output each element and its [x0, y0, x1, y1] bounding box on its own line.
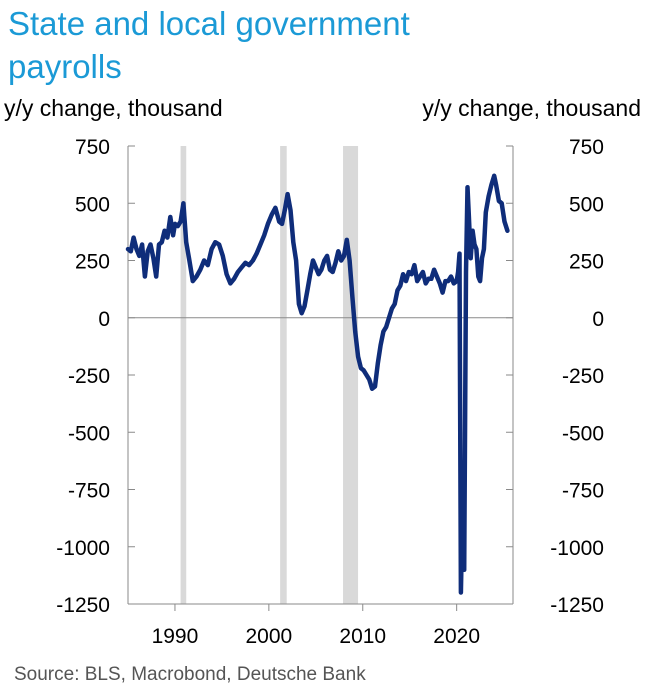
y-tick-label-left: -1000 [56, 537, 110, 560]
y-tick-label-right: 750 [569, 136, 604, 159]
recession-band [280, 146, 287, 604]
left-axis-tick-labels: 750 500 250 0 -250 -500 -750 -1000 -1250 [56, 136, 110, 617]
y-tick-label-left: -500 [68, 422, 110, 445]
x-tick-label: 2010 [339, 625, 386, 648]
y-tick-label-right: -1250 [550, 594, 604, 617]
y-tick-label-right: 0 [592, 308, 604, 331]
y-tick-label-right: -500 [562, 422, 604, 445]
y-tick-label-right: -250 [562, 365, 604, 388]
axes [127, 145, 514, 611]
x-tick-label: 1990 [152, 625, 199, 648]
y-tick-label-right: -1000 [550, 537, 604, 560]
y-tick-label-left: -250 [68, 365, 110, 388]
y-tick-label-left: 750 [75, 136, 110, 159]
recession-bands [180, 146, 359, 604]
x-axis-tick-labels: 1990 2000 2010 2020 [152, 625, 480, 648]
y-tick-label-right: 250 [569, 251, 604, 274]
chart-title: State and local government payrolls [8, 5, 410, 85]
series-line [125, 173, 510, 595]
y-tick-label-left: -750 [68, 480, 110, 503]
recession-band [343, 146, 359, 604]
x-tick-label: 2000 [245, 625, 292, 648]
y-tick-label-right: -750 [562, 480, 604, 503]
right-axis-unit-label: y/y change, thousand [422, 95, 641, 121]
recession-band [180, 146, 187, 604]
series-layer [125, 173, 510, 595]
y-tick-label-left: 0 [98, 308, 110, 331]
y-tick-label-right: 500 [569, 193, 604, 216]
x-tick-label: 2020 [433, 625, 480, 648]
source-note: Source: BLS, Macrobond, Deutsche Bank [14, 664, 366, 685]
y-tick-label-left: -1250 [56, 594, 110, 617]
right-axis-tick-labels: 750 500 250 0 -250 -500 -750 -1000 -1250 [550, 136, 604, 617]
y-tick-label-left: 250 [75, 251, 110, 274]
left-axis-unit-label: y/y change, thousand [4, 95, 223, 121]
y-tick-label-left: 500 [75, 193, 110, 216]
